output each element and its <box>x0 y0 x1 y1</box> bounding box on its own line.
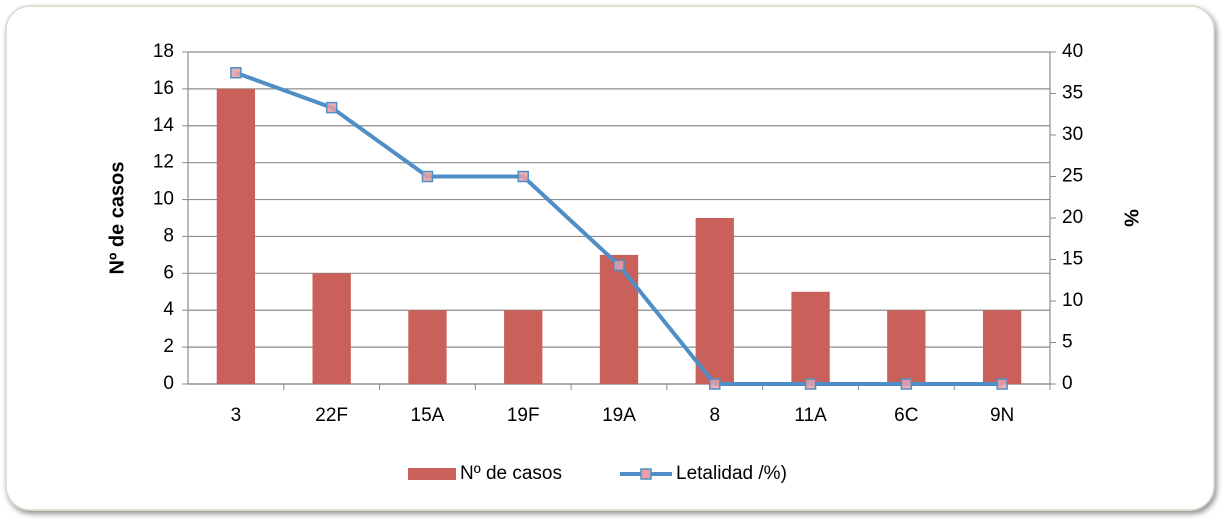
y2-tick-label: 30 <box>1062 124 1083 145</box>
y-axis-title: Nº de casos <box>106 162 128 275</box>
legend-marker <box>640 468 652 480</box>
bar <box>599 254 639 384</box>
marker <box>421 170 434 183</box>
y-tick-label: 12 <box>153 152 174 173</box>
x-tick-label: 15A <box>411 405 445 426</box>
x-tick-label: 6C <box>894 405 918 426</box>
y-tick-label: 10 <box>153 189 174 210</box>
bar <box>216 88 256 384</box>
y-tick-label: 0 <box>163 373 174 394</box>
x-tick-label: 3 <box>231 405 242 426</box>
plot-layer: 0 2 4 6 8 10 12 14 16 18 0 5 10 15 20 25 30 35 40 3 22F 15A 19… <box>153 41 1083 484</box>
x-tick-label: 11A <box>794 405 827 426</box>
marker <box>709 378 721 390</box>
y2-tick-label: 25 <box>1062 166 1083 187</box>
bar <box>312 273 351 384</box>
x-tick-label: 19F <box>507 405 540 426</box>
y2-tick-label: 35 <box>1062 83 1083 104</box>
bar <box>695 218 734 384</box>
bar <box>408 310 447 384</box>
y2-tick-label: 10 <box>1062 290 1083 311</box>
y2-axis-title: % <box>1120 209 1142 227</box>
legend-label: Nº de casos <box>460 463 562 484</box>
y-tick-label: 8 <box>163 225 174 246</box>
marker <box>900 378 913 390</box>
bar <box>982 310 1022 384</box>
marker <box>517 170 529 183</box>
y2-tick-label: 20 <box>1062 207 1083 228</box>
bar <box>887 310 926 384</box>
y-tick-label: 4 <box>163 299 174 320</box>
x-tick-label: 19A <box>602 405 636 426</box>
y2-tick-label: 5 <box>1062 332 1073 353</box>
x-tick-label: 22F <box>315 405 348 426</box>
legend-swatch <box>408 468 456 480</box>
marker <box>230 67 242 79</box>
x-tick-label: 8 <box>709 405 720 426</box>
y-tick-label: 18 <box>153 41 174 62</box>
bar <box>791 291 830 384</box>
marker <box>613 259 625 272</box>
legend-label: Letalidad /%) <box>676 463 787 484</box>
y-tick-label: 6 <box>163 262 174 283</box>
y-tick-label: 14 <box>153 115 175 136</box>
y2-tick-label: 15 <box>1062 249 1083 270</box>
y-tick-label: 16 <box>153 78 174 99</box>
y2-tick-label: 40 <box>1062 41 1083 62</box>
bar <box>504 310 543 384</box>
marker <box>804 378 817 390</box>
marker <box>325 101 338 114</box>
marker <box>996 378 1008 390</box>
y-tick-label: 2 <box>163 336 174 357</box>
y2-tick-label: 0 <box>1062 373 1073 394</box>
x-tick-label: 9N <box>990 405 1014 426</box>
